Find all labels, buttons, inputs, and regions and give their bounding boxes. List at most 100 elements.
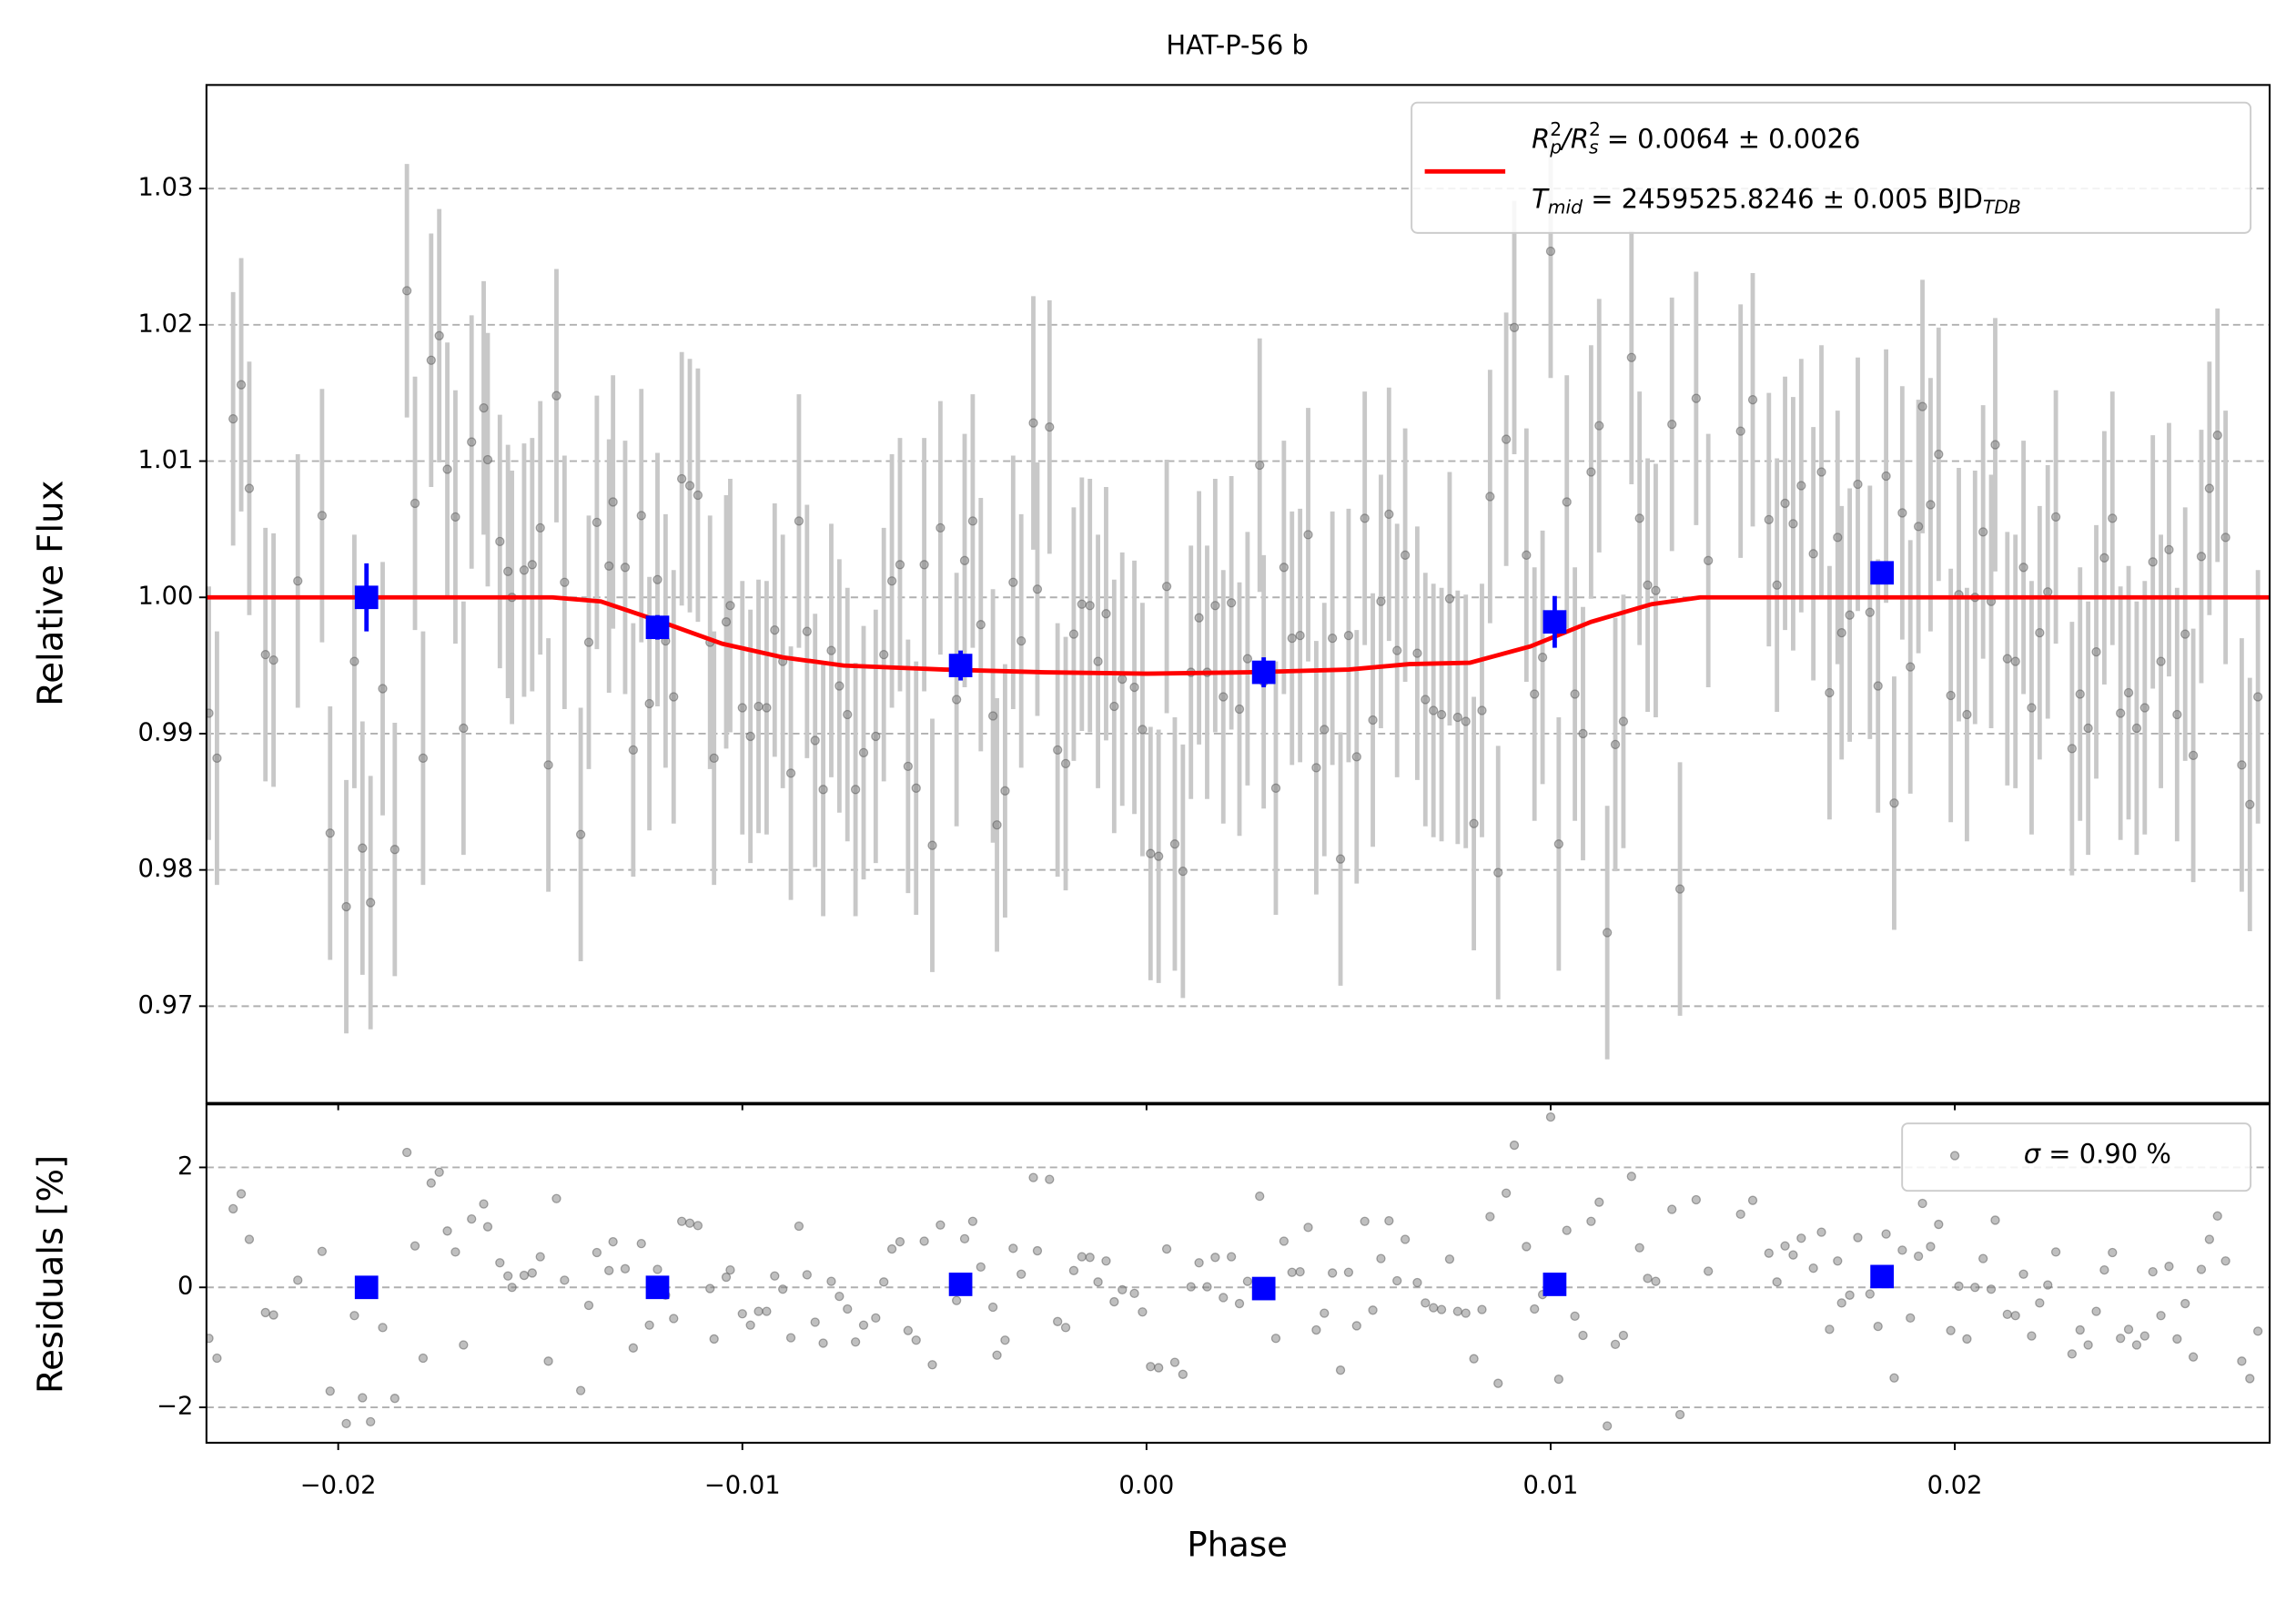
residual-point [1477, 1304, 1487, 1314]
residual-point [575, 1385, 586, 1395]
data-point [1946, 690, 1956, 701]
residual-point [1287, 1267, 1297, 1277]
residual-point [2245, 1374, 2255, 1384]
residual-point [1392, 1275, 1402, 1286]
data-point [2180, 629, 2190, 639]
data-point [1412, 648, 1422, 658]
data-point [236, 380, 247, 390]
data-point [762, 703, 772, 713]
residual-point [608, 1237, 618, 1247]
data-point [802, 626, 812, 636]
residual-point [951, 1295, 962, 1305]
residual-point [2050, 1247, 2061, 1257]
residual-point [1429, 1303, 1439, 1313]
data-point [378, 684, 388, 694]
legend-label: σ = 0.90 % [2024, 1139, 2171, 1170]
data-point [1509, 322, 1520, 332]
residual-point [1735, 1209, 1745, 1220]
data-point [358, 843, 368, 853]
residual-point [1219, 1293, 1229, 1303]
residual-point [1255, 1191, 1265, 1202]
data-point [976, 620, 986, 630]
y-tick-label: 0.99 [138, 718, 194, 746]
residual-point [2067, 1349, 2078, 1359]
data-point [879, 649, 889, 660]
residual-point [2212, 1211, 2222, 1221]
data-point [911, 783, 921, 793]
data-point [1889, 798, 1899, 808]
data-point [1384, 509, 1394, 520]
data-point [745, 731, 755, 742]
residual-point [1796, 1233, 1806, 1243]
data-point [519, 565, 530, 575]
data-point [725, 601, 735, 611]
data-point [1477, 705, 1487, 715]
residual-point [551, 1193, 561, 1203]
data-point [2164, 544, 2174, 554]
residual-point [495, 1258, 505, 1268]
data-point [1667, 419, 1677, 430]
legend-text-part: / [1559, 123, 1573, 154]
data-point [1210, 601, 1220, 611]
residual-point [1186, 1282, 1196, 1292]
residual-point [1178, 1369, 1188, 1379]
data-point [410, 498, 420, 509]
residual-point [1816, 1227, 1826, 1237]
residual-point [1545, 1111, 1556, 1122]
data-point [1444, 594, 1455, 604]
residual-point [1501, 1188, 1512, 1198]
data-point [2156, 656, 2166, 666]
residual-point [2091, 1306, 2101, 1316]
x-tick-label: −0.02 [300, 1472, 377, 1500]
data-point [1161, 582, 1172, 592]
data-point [293, 576, 303, 586]
residual-point [636, 1238, 646, 1249]
legend-text-part: = 0.90 % [2040, 1139, 2171, 1170]
data-point [1368, 715, 1378, 725]
residual-point [1836, 1298, 1846, 1308]
residual-point [2196, 1264, 2207, 1274]
data-point [2139, 703, 2149, 713]
residual-point [459, 1340, 469, 1350]
data-point [858, 747, 869, 758]
flux-panel [206, 124, 2271, 1060]
data-point [794, 516, 804, 526]
residual-point [1101, 1256, 1111, 1266]
residual-point [482, 1222, 493, 1232]
residual-point [1747, 1195, 1758, 1205]
data-point [1772, 580, 1782, 590]
binned-point [1251, 660, 1276, 685]
residual-point [1270, 1334, 1281, 1344]
residual-point [1845, 1290, 1855, 1300]
data-point [2172, 709, 2182, 720]
residual-point [1279, 1236, 1290, 1246]
data-point [2035, 628, 2045, 638]
binned-residual [1251, 1276, 1276, 1301]
residual-point [1295, 1266, 1305, 1277]
data-point [1376, 596, 1386, 606]
data-point [575, 829, 586, 839]
data-point [1000, 786, 1010, 796]
residual-point [1986, 1284, 1997, 1294]
data-point [1780, 498, 1790, 509]
residual-point [810, 1317, 820, 1327]
data-point [843, 709, 853, 720]
residual-point [1691, 1194, 1701, 1205]
data-point [818, 785, 828, 795]
data-point [1796, 481, 1806, 491]
data-point [1788, 519, 1798, 529]
binned-residual [1542, 1273, 1567, 1296]
residual-point [770, 1271, 780, 1281]
plot-frame [205, 1103, 2271, 1444]
residual-point [903, 1325, 913, 1335]
data-point [903, 761, 913, 772]
residual-point [1461, 1308, 1471, 1318]
data-point [1469, 818, 1479, 828]
residual-point [843, 1304, 853, 1314]
data-point [1085, 601, 1095, 611]
y-axis-label: Residuals [%] [30, 1155, 71, 1394]
data-point [1194, 613, 1204, 623]
data-point [560, 577, 570, 587]
x-axis-label: Phase [1187, 1526, 1287, 1565]
residual-point [1093, 1277, 1103, 1287]
